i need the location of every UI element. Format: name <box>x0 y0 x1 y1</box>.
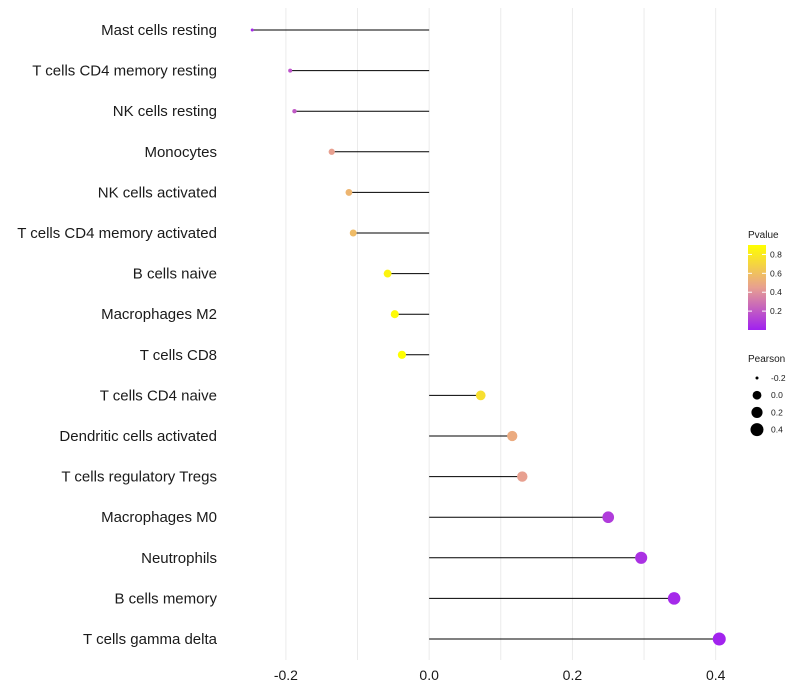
data-point <box>288 68 293 73</box>
pvalue-legend: Pvalue 0.8 0.6 0.4 0.2 <box>748 230 782 330</box>
category-label: T cells gamma delta <box>83 631 218 648</box>
pvalue-colorbar <box>748 245 766 330</box>
stems <box>252 29 720 640</box>
data-point <box>602 511 615 524</box>
data-point <box>667 592 681 605</box>
category-label: T cells regulatory Tregs <box>61 469 217 486</box>
data-point <box>250 28 254 32</box>
data-point <box>390 310 399 319</box>
data-point <box>383 269 392 278</box>
category-label: Mast cells resting <box>101 22 217 39</box>
size-legend-dot <box>750 423 764 437</box>
category-label: B cells naive <box>133 266 217 283</box>
colorbar-tick-label: 0.6 <box>770 268 782 278</box>
x-tick-label: 0.0 <box>419 667 439 683</box>
size-legend-dot <box>752 390 762 400</box>
category-label: Neutrophils <box>141 550 217 567</box>
data-point <box>397 350 407 359</box>
grid-lines <box>285 8 717 660</box>
category-label: T cells CD4 memory resting <box>32 63 217 80</box>
data-point <box>517 471 528 482</box>
x-tick-label: 0.2 <box>563 667 583 683</box>
size-legend-dot <box>755 376 759 380</box>
category-labels: Mast cells resting T cells CD4 memory res… <box>17 22 217 648</box>
size-legend-dot <box>751 406 763 418</box>
pearson-legend-title: Pearson <box>748 354 785 365</box>
category-label: T cells CD4 memory activated <box>17 225 217 242</box>
category-label: T cells CD8 <box>140 347 217 364</box>
x-axis-tick-labels: -0.2 0.0 0.2 0.4 <box>274 667 726 683</box>
data-point <box>712 632 726 646</box>
colorbar-tick-label: 0.4 <box>770 287 782 297</box>
data-point <box>328 148 335 155</box>
category-label: NK cells resting <box>113 103 217 120</box>
data-point <box>345 188 353 196</box>
data-point <box>475 390 486 401</box>
category-label: Dendritic cells activated <box>59 428 217 445</box>
x-tick-label: 0.4 <box>706 667 726 683</box>
points <box>250 28 726 646</box>
category-label: NK cells activated <box>98 184 217 201</box>
colorbar-tick-label: 0.8 <box>770 249 782 259</box>
data-point <box>349 229 357 237</box>
colorbar-tick-label: 0.2 <box>770 306 782 316</box>
size-legend-label: 0.0 <box>771 390 783 400</box>
category-label: T cells CD4 naive <box>100 387 217 404</box>
x-tick-label: -0.2 <box>274 667 298 683</box>
category-label: Monocytes <box>144 144 217 161</box>
category-label: Macrophages M2 <box>101 306 217 323</box>
data-point <box>292 108 297 114</box>
category-label: B cells memory <box>114 590 217 607</box>
size-legend-label: 0.2 <box>771 407 783 417</box>
data-point <box>635 551 648 564</box>
pvalue-legend-title: Pvalue <box>748 230 779 241</box>
pearson-legend: Pearson -0.2 0.0 0.2 0.4 <box>748 354 786 437</box>
size-legend-label: -0.2 <box>771 373 786 383</box>
data-point <box>507 430 518 442</box>
category-label: Macrophages M0 <box>101 509 217 526</box>
size-legend-label: 0.4 <box>771 425 783 435</box>
